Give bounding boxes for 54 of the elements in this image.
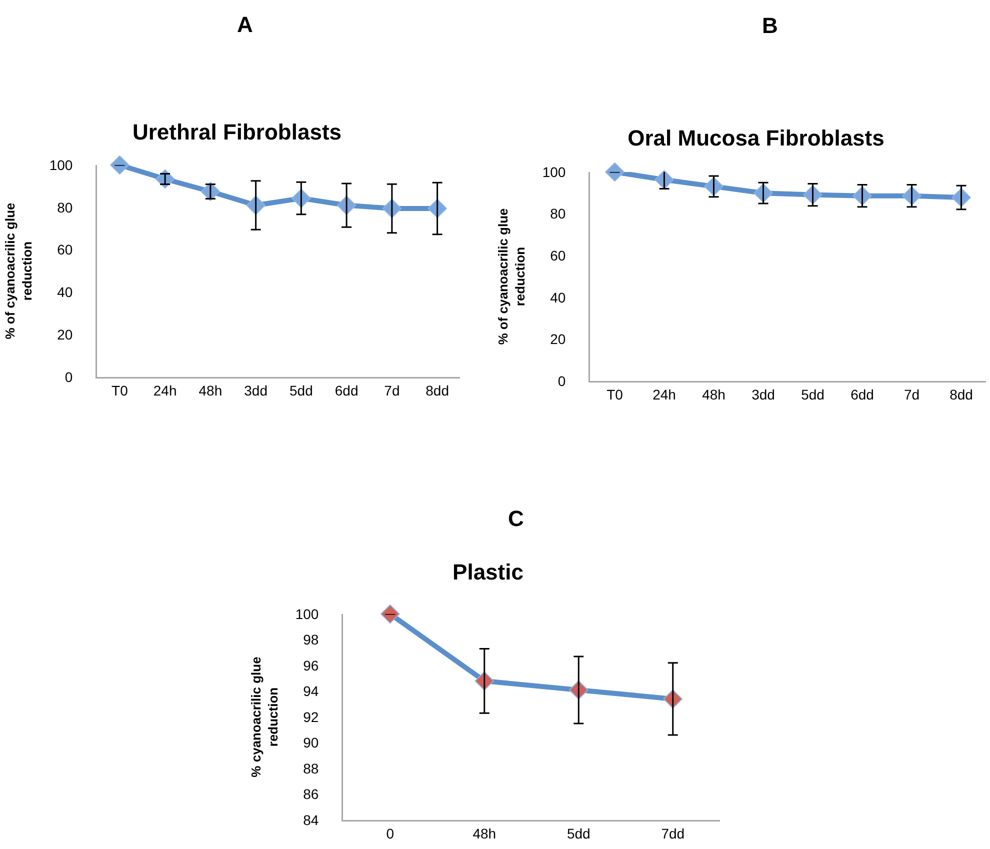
- y-tick-label: 60: [57, 242, 73, 258]
- x-tick-label: 7dd: [661, 825, 685, 842]
- y-tick-label: 92: [303, 708, 319, 725]
- x-tick-label: 24h: [652, 386, 676, 402]
- y-tick-label: 90: [303, 734, 319, 751]
- y-tick-label: 40: [57, 284, 73, 300]
- x-tick-label: 7d: [904, 386, 920, 402]
- point: [155, 169, 175, 189]
- y-tick-label: 0: [64, 368, 73, 385]
- y-tick-label: 100: [295, 606, 319, 622]
- text: B: [762, 13, 778, 38]
- y-tick-label: 60: [550, 248, 566, 264]
- text: A: [237, 12, 253, 37]
- x-tick-label: 6dd: [334, 382, 358, 398]
- x-tick-label: 48h: [472, 825, 496, 842]
- x-tick-label: 7d: [384, 382, 400, 398]
- y-tick-label: 100: [49, 156, 73, 173]
- y-tick-label: 94: [303, 683, 319, 700]
- x-tick-label: 8dd: [426, 382, 449, 398]
- point: [380, 604, 400, 624]
- x-tick-label: 3dd: [244, 382, 268, 398]
- x-tick-label: 5dd: [801, 386, 824, 402]
- y-tick-label: 20: [57, 326, 73, 342]
- y-tick-label: 40: [550, 289, 566, 306]
- x-tick-label: 0: [386, 825, 394, 842]
- y-tick-label: 100: [542, 164, 566, 180]
- y-tick-label: 80: [57, 199, 73, 216]
- y-axis-title: % cyanoacrilic glue reduction: [248, 656, 281, 778]
- y-axis-title: % of cyanoacrilic glue reduction: [2, 202, 35, 340]
- y-tick-label: 88: [303, 760, 319, 776]
- x-tick-label: 8dd: [950, 386, 973, 402]
- x-tick-label: 5dd: [290, 382, 313, 398]
- x-tick-label: T0: [112, 382, 128, 398]
- x-tick-label: 24h: [153, 382, 177, 398]
- x-tick-label: 48h: [198, 382, 222, 398]
- y-tick-label: 96: [303, 657, 319, 674]
- y-tick-label: 20: [550, 331, 566, 348]
- x-tick-label: 3dd: [752, 386, 775, 402]
- point: [110, 155, 130, 175]
- x-tick-label: 5dd: [566, 825, 590, 842]
- y-axis-title: % of cyanoacrilic glue reduction: [496, 208, 528, 345]
- point: [605, 162, 624, 182]
- y-tick-label: 98: [303, 632, 319, 648]
- y-tick-label: 84: [303, 812, 319, 828]
- y-tick-label: 80: [550, 206, 566, 222]
- x-tick-label: 6dd: [850, 386, 874, 402]
- x-tick-label: T0: [606, 386, 624, 402]
- point: [200, 182, 220, 202]
- x-tick-label: 48h: [702, 386, 726, 402]
- y-tick-label: 86: [303, 786, 319, 802]
- chart-title: Urethral Fibroblasts: [132, 120, 342, 145]
- text: C: [508, 506, 524, 531]
- chart-title: Oral Mucosa Fibroblasts: [628, 126, 884, 151]
- chart-title: Plastic: [452, 560, 524, 585]
